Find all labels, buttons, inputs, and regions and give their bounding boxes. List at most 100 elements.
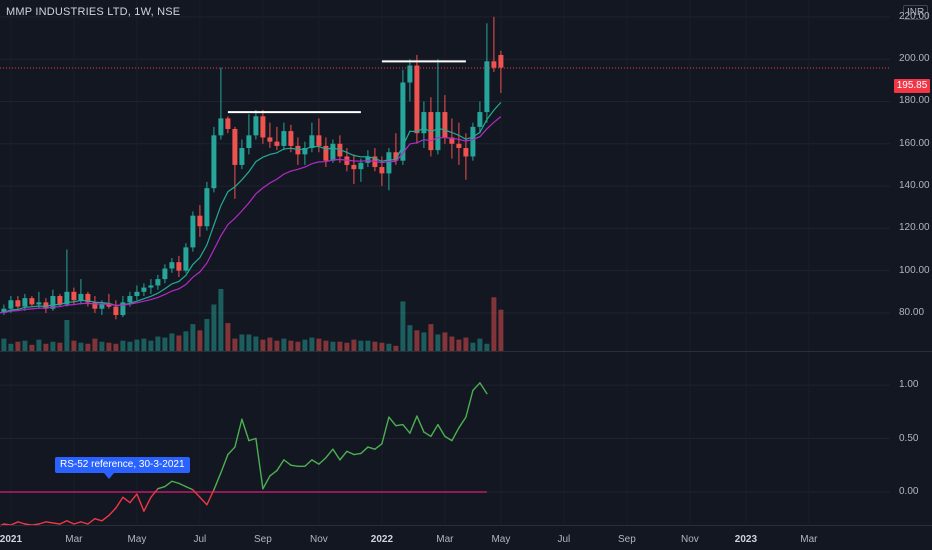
volume-bar xyxy=(365,340,371,351)
resistance-lines xyxy=(0,60,890,114)
candle-body xyxy=(435,112,441,151)
rs-line-segment xyxy=(360,446,369,455)
candle-body xyxy=(43,302,49,309)
candle-body xyxy=(281,131,287,146)
volume-bar xyxy=(246,334,252,351)
rs-line-segment xyxy=(479,382,488,395)
volume-bars xyxy=(1,289,504,351)
volume-bar xyxy=(498,309,504,351)
rs-line-segment xyxy=(157,485,166,490)
volume-bar xyxy=(134,339,140,351)
rs-line-segment xyxy=(143,496,152,512)
candle-body xyxy=(64,291,70,305)
candle xyxy=(218,67,224,140)
candle xyxy=(456,122,462,165)
candle-body xyxy=(141,287,147,292)
chart-title: MMP INDUSTRIES LTD, 1W, NSE xyxy=(6,6,181,18)
last-price-badge: 195.85 xyxy=(894,79,930,93)
rs-line-segment xyxy=(10,521,19,526)
candle xyxy=(64,249,70,307)
candle-body xyxy=(232,128,238,165)
candle-body xyxy=(330,143,336,161)
rs-line-segment xyxy=(178,482,187,488)
rs-line-segment xyxy=(290,464,299,467)
time-tick-label: Mar xyxy=(436,534,454,545)
candle xyxy=(484,23,490,123)
rs-line-segment xyxy=(381,416,390,445)
volume-bar xyxy=(379,342,385,351)
rs-line-segment xyxy=(304,459,313,467)
volume-bar xyxy=(400,301,406,351)
volume-bar xyxy=(260,339,266,351)
rs-line-segment xyxy=(220,453,229,474)
candle-body xyxy=(484,61,490,113)
candle-body xyxy=(393,152,399,161)
candle-body xyxy=(463,148,469,157)
candle xyxy=(246,114,252,155)
candle-body xyxy=(162,268,168,280)
volume-bar xyxy=(295,341,301,351)
rs-line-segment xyxy=(430,423,439,438)
candle xyxy=(113,300,119,320)
currency-button[interactable]: INR xyxy=(903,5,929,20)
candle xyxy=(330,139,336,163)
rs-line-segment xyxy=(395,423,404,427)
rs-line-segment xyxy=(59,520,68,525)
candle-body xyxy=(456,143,462,149)
candle-body xyxy=(92,302,98,309)
candle xyxy=(414,54,420,144)
candle-body xyxy=(491,61,497,68)
volume-bar xyxy=(470,342,476,351)
candle-body xyxy=(155,279,161,286)
candle xyxy=(498,50,504,94)
rs-line-segment xyxy=(3,523,12,526)
rs-line-segment xyxy=(437,423,446,438)
rs-line-segment xyxy=(339,450,348,461)
volume-bar xyxy=(407,325,413,351)
rs-line-segment xyxy=(17,521,26,525)
volume-bar xyxy=(316,338,322,351)
candle-body xyxy=(428,112,434,151)
ma-slow-line xyxy=(0,116,502,314)
candle-body xyxy=(358,162,364,170)
volume-bar xyxy=(372,341,378,351)
candle-body xyxy=(316,135,322,146)
candle-body xyxy=(260,116,266,138)
candle-body xyxy=(365,156,371,163)
candle-body xyxy=(36,302,42,305)
volume-bar xyxy=(148,340,154,351)
candle-body xyxy=(127,296,133,303)
volume-bar xyxy=(99,341,105,351)
rs-line-segment xyxy=(325,448,334,459)
rs-line-segment xyxy=(66,520,75,525)
price-tick-label: 120.00 xyxy=(899,222,930,234)
rs-line-segment xyxy=(276,459,285,472)
candle xyxy=(141,283,147,297)
candle xyxy=(1,304,7,316)
candle xyxy=(169,257,175,273)
volume-bar xyxy=(232,338,238,351)
price-tick-label: 160.00 xyxy=(899,137,930,149)
candle-body xyxy=(302,148,308,155)
candle-body xyxy=(22,298,28,307)
candle-body xyxy=(50,296,56,309)
volume-bar xyxy=(267,337,273,351)
candle-body xyxy=(309,135,315,149)
rs-line-segment xyxy=(73,521,82,525)
candle xyxy=(106,293,112,309)
rs-line-segment xyxy=(472,382,481,392)
volume-bar xyxy=(225,323,231,351)
candle xyxy=(302,141,308,165)
candle xyxy=(386,148,392,191)
volume-bar xyxy=(428,324,434,351)
volume-bar xyxy=(1,338,7,351)
rs-line-segment xyxy=(374,443,383,450)
candle-body xyxy=(253,116,259,136)
volume-bar xyxy=(323,340,329,351)
time-tick-label: Sep xyxy=(253,534,272,545)
rs-line-segment xyxy=(87,517,96,525)
candle xyxy=(288,124,294,153)
rs-line-segment xyxy=(465,389,474,418)
price-tick-label: 140.00 xyxy=(899,180,930,192)
